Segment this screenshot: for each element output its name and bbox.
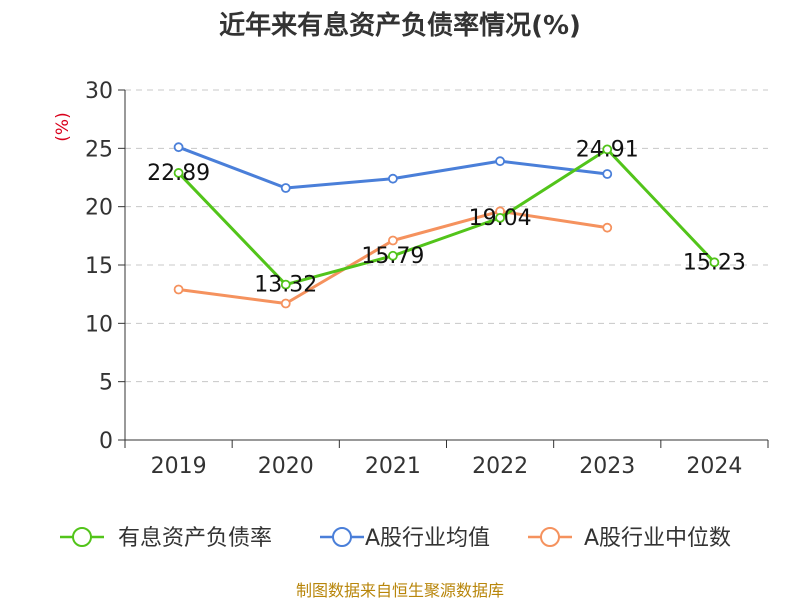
- legend-label: 有息资产负债率: [118, 526, 272, 551]
- data-labels: 22.89 13.32 15.79 19.04 24.91 15.23: [147, 137, 746, 297]
- legend: 有息资产负债率 A股行业均值 A股行业中位数: [60, 526, 731, 551]
- legend-label: A股行业中位数: [584, 526, 731, 551]
- data-point: [388, 250, 398, 261]
- data-point: [388, 235, 398, 246]
- data-label: 19.04: [469, 206, 532, 231]
- x-tick-label: 2020: [258, 454, 314, 479]
- data-point: [388, 173, 398, 184]
- data-point: [173, 142, 184, 153]
- y-tick-label: 30: [85, 79, 113, 104]
- x-tick-label: 2021: [365, 454, 421, 479]
- axes: [118, 89, 769, 448]
- data-point: [173, 168, 184, 178]
- data-point: [709, 257, 720, 268]
- data-label: 15.79: [361, 244, 424, 269]
- data-label: 24.91: [576, 137, 639, 162]
- x-tick-label: 2024: [686, 454, 742, 479]
- data-point: [280, 279, 291, 290]
- legend-marker: [540, 527, 560, 547]
- data-label: 13.32: [254, 273, 317, 298]
- y-tick-label: 25: [85, 137, 113, 162]
- x-tick-labels: 2019 2020 2021 2022 2023 2024: [151, 454, 743, 479]
- y-tick-label: 15: [85, 254, 113, 279]
- x-tick-label: 2019: [151, 454, 207, 479]
- data-point: [173, 284, 184, 295]
- y-tick-label: 5: [99, 371, 113, 396]
- source-note: 制图数据来自恒生聚源数据库: [296, 581, 504, 600]
- legend-marker: [72, 527, 92, 547]
- y-tick-label: 20: [85, 196, 113, 221]
- x-tick-label: 2022: [472, 454, 528, 479]
- series-group: [173, 142, 720, 309]
- y-tick-label: 0: [99, 429, 113, 454]
- data-label: 22.89: [147, 161, 210, 186]
- series-line-0: [177, 147, 716, 287]
- data-point: [495, 212, 505, 223]
- data-point: [280, 298, 291, 309]
- gridlines: [125, 89, 768, 383]
- data-point: [602, 169, 613, 179]
- y-tick-labels: 0 5 10 15 20 25 30: [85, 79, 113, 454]
- y-tick-label: 10: [85, 312, 113, 337]
- chart-title: 近年来有息资产负债率情况(%): [219, 10, 581, 41]
- data-point: [495, 156, 505, 167]
- data-point: [602, 144, 613, 155]
- legend-marker: [332, 527, 352, 547]
- y-axis-unit: (%): [53, 112, 73, 141]
- x-tick-label: 2023: [579, 454, 635, 479]
- data-point: [602, 222, 613, 233]
- data-label: 15.23: [683, 250, 746, 275]
- data-point: [280, 183, 291, 193]
- legend-label: A股行业均值: [365, 526, 490, 551]
